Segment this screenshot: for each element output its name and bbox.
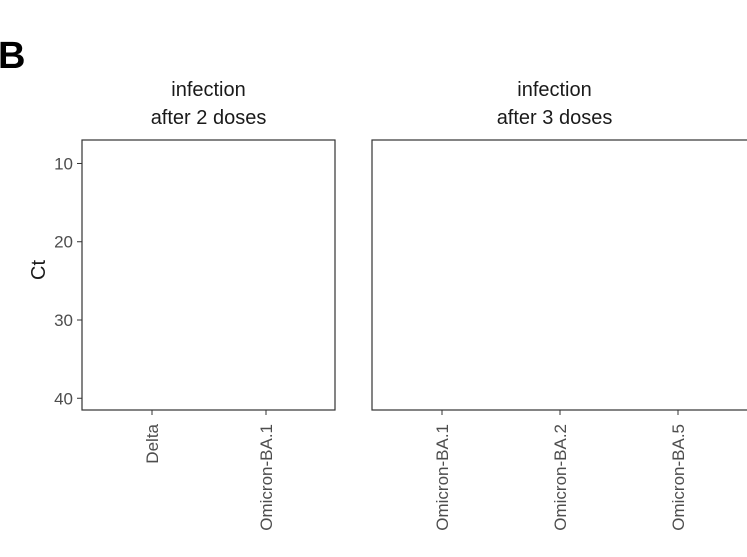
y-axis: 10 20 30 40 (54, 154, 82, 408)
x-tick-label: Omicron-BA.1 (433, 424, 452, 531)
y-tick-label: 30 (54, 311, 73, 330)
facet-title-line: after 3 doses (497, 107, 613, 129)
panel-border (371, 139, 747, 411)
x-tick-label: Omicron-BA.1 (257, 424, 276, 531)
facet-panel: infection after 3 doses Omicron-BA.1 Omicro… (371, 79, 747, 531)
y-tick-label: 20 (54, 233, 73, 252)
facet-title-line: infection (517, 79, 592, 101)
y-axis-label: Ct (28, 260, 50, 280)
y-tick-label: 10 (54, 154, 73, 173)
x-tick-label: Omicron-BA.5 (669, 424, 688, 531)
facet-title-line: after 2 doses (151, 107, 267, 129)
panel-tag: B (0, 35, 25, 77)
x-tick-label: Omicron-BA.2 (551, 424, 570, 531)
x-tick-label: Delta (143, 423, 162, 463)
y-tick-label: 40 (54, 389, 73, 408)
facet-title-line: infection (171, 79, 246, 101)
panel-border (81, 139, 336, 411)
